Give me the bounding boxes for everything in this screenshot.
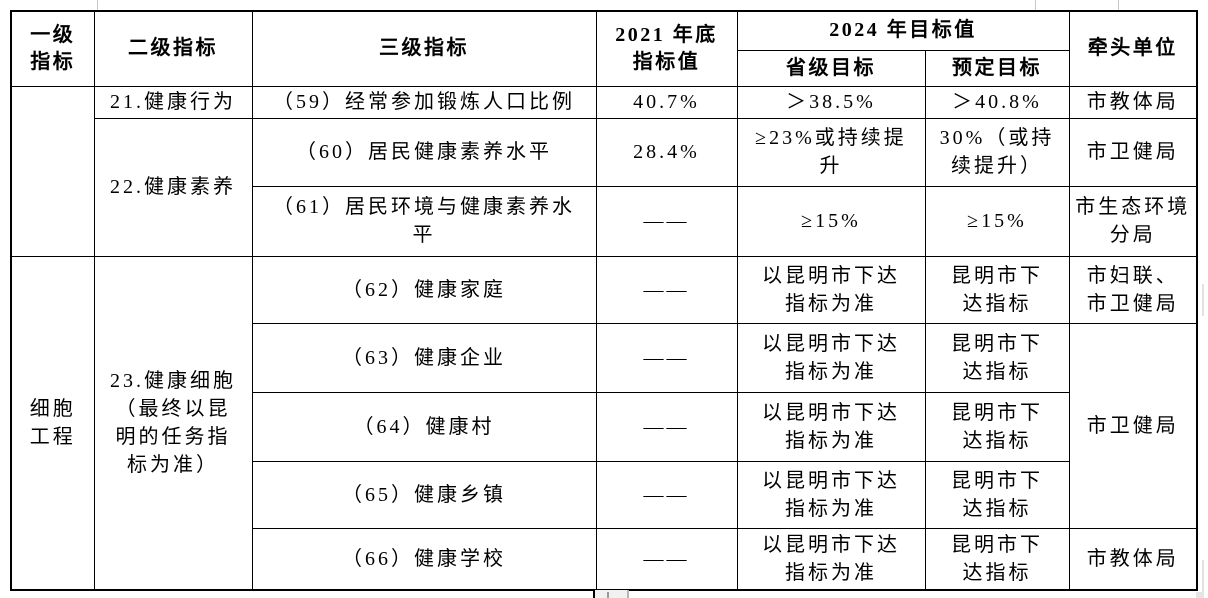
gridline-artifact-top-1 (97, 0, 98, 10)
baseline-cell-64: —— (595, 391, 738, 462)
planned-target-cell-63: 昆明市下 达指标 (924, 322, 1070, 393)
planned-target-cell-62: 昆明市下 达指标 (924, 255, 1070, 324)
baseline-cell-61: —— (595, 185, 738, 257)
provincial-target-cell-61: ≥15% (736, 185, 926, 257)
indicator-cell-63: （63）健康企业 (251, 322, 597, 393)
baseline-cell-66: —— (595, 527, 738, 591)
baseline-cell-63: —— (595, 322, 738, 393)
indicator-table: 一级 指标 二级指标 三级指标 2021 年底 指标值 2024 年目标值 牵头… (10, 10, 1198, 591)
provincial-target-cell-65: 以昆明市下达 指标为准 (736, 460, 926, 529)
level1-cell-empty (10, 85, 95, 257)
provincial-target-cell-63: 以昆明市下达 指标为准 (736, 322, 926, 393)
provincial-target-cell-59: ＞38.5% (736, 85, 926, 119)
lead-unit-cell-63-65: 市卫健局 (1068, 322, 1198, 529)
planned-target-cell-65: 昆明市下 达指标 (924, 460, 1070, 529)
level2-cell-21-health-behavior: 21.健康行为 (93, 85, 253, 119)
indicator-cell-62: （62）健康家庭 (251, 255, 597, 324)
header-2021-baseline: 2021 年底 指标值 (595, 10, 738, 87)
level2-cell-22-health-literacy: 22.健康素养 (93, 117, 253, 257)
planned-target-cell-64: 昆明市下 达指标 (924, 391, 1070, 462)
lead-unit-cell-61: 市生态环境 分局 (1068, 185, 1198, 257)
baseline-cell-60: 28.4% (595, 117, 738, 187)
gridline-artifact-top-2 (1035, 0, 1036, 10)
baseline-cell-59: 40.7% (595, 85, 738, 119)
header-planned-target: 预定目标 (924, 49, 1070, 87)
planned-target-cell-59: ＞40.8% (924, 85, 1070, 119)
provincial-target-cell-60: ≥23%或持续提 升 (736, 117, 926, 187)
header-level3-indicator: 三级指标 (251, 10, 597, 87)
page-edge-mark-lower (1202, 560, 1204, 596)
level2-cell-23-healthy-cells: 23.健康细胞 （最终以昆 明的任务指 标为准） (93, 255, 253, 591)
provincial-target-cell-64: 以昆明市下达 指标为准 (736, 391, 926, 462)
indicator-cell-66: （66）健康学校 (251, 527, 597, 591)
scrollbar-tick (607, 592, 609, 598)
indicator-cell-61: （61）居民环境与健康素养水 平 (251, 185, 597, 257)
page-corner-mark (1196, 592, 1204, 598)
baseline-cell-62: —— (595, 255, 738, 324)
header-level1-indicator: 一级 指标 (10, 10, 95, 87)
lead-unit-cell-60: 市卫健局 (1068, 117, 1198, 187)
scrollbar-fragment[interactable] (595, 590, 629, 598)
table-gridline-extension (593, 589, 595, 598)
planned-target-cell-61: ≥15% (924, 185, 1070, 257)
indicator-cell-64: （64）健康村 (251, 391, 597, 462)
header-level2-indicator: 二级指标 (93, 10, 253, 87)
provincial-target-cell-62: 以昆明市下达 指标为准 (736, 255, 926, 324)
page-edge-mark-upper (1202, 284, 1204, 316)
header-2024-target: 2024 年目标值 (736, 10, 1070, 51)
lead-unit-cell-59: 市教体局 (1068, 85, 1198, 119)
provincial-target-cell-66: 以昆明市下达 指标为准 (736, 527, 926, 591)
planned-target-cell-60: 30%（或持 续提升） (924, 117, 1070, 187)
lead-unit-cell-62: 市妇联、 市卫健局 (1068, 255, 1198, 324)
gridline-artifact-top-3 (1118, 0, 1119, 10)
baseline-cell-65: —— (595, 460, 738, 529)
indicator-cell-59: （59）经常参加锻炼人口比例 (251, 85, 597, 119)
indicator-cell-65: （65）健康乡镇 (251, 460, 597, 529)
header-lead-unit: 牵头单位 (1068, 10, 1198, 87)
header-provincial-target: 省级目标 (736, 49, 926, 87)
lead-unit-cell-66: 市教体局 (1068, 527, 1198, 591)
planned-target-cell-66: 昆明市下 达指标 (924, 527, 1070, 591)
level1-cell-cell-project: 细胞 工程 (10, 255, 95, 591)
indicator-cell-60: （60）居民健康素养水平 (251, 117, 597, 187)
